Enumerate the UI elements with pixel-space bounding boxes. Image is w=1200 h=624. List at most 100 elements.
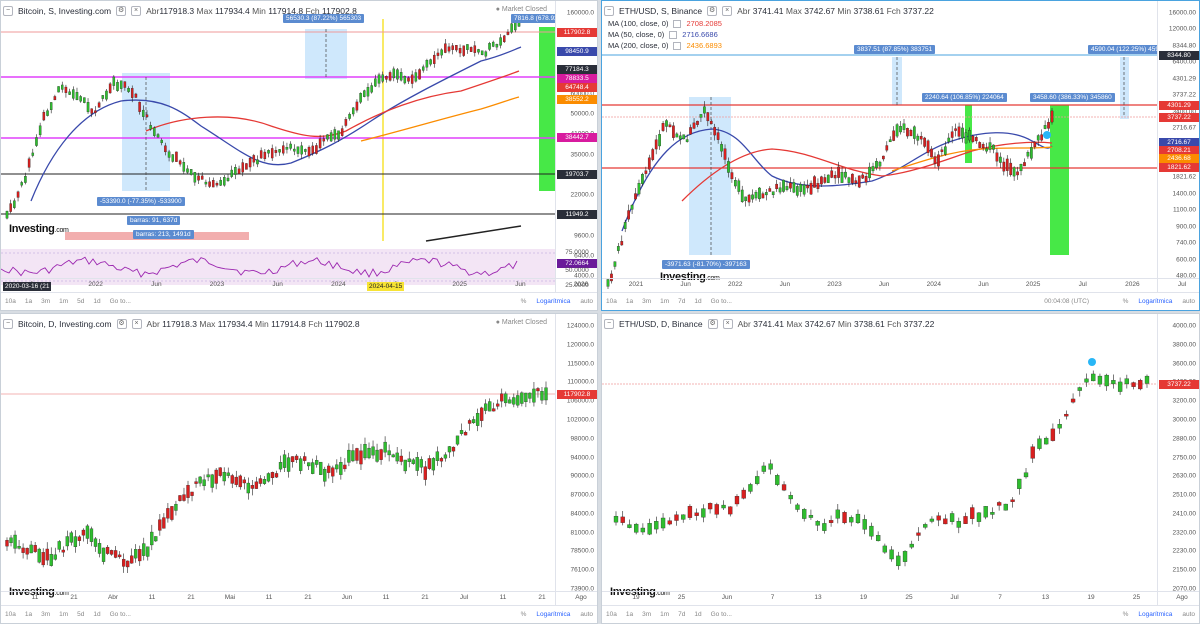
- price-tick: 120000.0: [566, 341, 594, 349]
- range-button[interactable]: 3m: [642, 611, 652, 618]
- range-button[interactable]: 1m: [660, 298, 670, 305]
- range-button[interactable]: 10a: [5, 611, 16, 618]
- time-tick: 13: [814, 594, 822, 601]
- collapse-icon[interactable]: −: [604, 6, 614, 16]
- close-icon[interactable]: ×: [722, 319, 733, 329]
- range-button[interactable]: 1m: [59, 611, 69, 618]
- range-button[interactable]: 1a: [24, 298, 33, 305]
- time-axis[interactable]: Jun2022Jun2023Jun2024Jun2025Jun2026: [1, 278, 597, 292]
- scale-option[interactable]: Logarítmica: [536, 611, 571, 618]
- btc-weekly-plot[interactable]: [1, 1, 598, 311]
- time-axis[interactable]: 11 21 Abr 11 21 Mai 11 21 Jun 11 21 Jul 11 21 Ago: [1, 591, 597, 605]
- close-icon[interactable]: ×: [131, 6, 142, 16]
- time-tick: 25: [677, 594, 686, 601]
- eye-icon[interactable]: [673, 19, 682, 28]
- range-button[interactable]: 7d: [678, 298, 686, 305]
- price-axis[interactable]: 160000.0130000.0100000.080000.060000.050…: [555, 1, 597, 292]
- collapse-icon[interactable]: −: [3, 6, 13, 16]
- range-button[interactable]: Go to...: [109, 298, 131, 305]
- price-tick: 3800.00: [1172, 341, 1197, 349]
- chart-header: − Bitcoin, D, Investing.com ⚙ × Abr 1179…: [3, 317, 360, 331]
- range-button[interactable]: 1d: [694, 298, 702, 305]
- chart-panel-btc-daily[interactable]: − Bitcoin, D, Investing.com ⚙ × Abr 1179…: [0, 313, 598, 624]
- scale-option[interactable]: auto: [1182, 298, 1195, 305]
- scale-option[interactable]: %: [1122, 611, 1129, 618]
- time-axis[interactable]: 2021 Jun 2022 Jun 2023 Jun 2024 Jun 2025 Jul 2026 J…: [602, 278, 1199, 292]
- range-button[interactable]: 1d: [93, 298, 101, 305]
- price-tag: 38442.7: [557, 133, 597, 142]
- scale-option[interactable]: %: [1122, 298, 1129, 305]
- investing-logo: Investing.com: [9, 586, 69, 598]
- scale-option[interactable]: auto: [580, 298, 593, 305]
- range-button[interactable]: 7d: [678, 611, 686, 618]
- settings-icon[interactable]: ⚙: [707, 319, 718, 329]
- scale-option[interactable]: Logarítmica: [1138, 611, 1173, 618]
- price-tag: 8344.80: [1159, 51, 1199, 60]
- chart-panel-btc-weekly[interactable]: − Bitcoin, S, Investing.com ⚙ × Abr11791…: [0, 0, 598, 311]
- scale-option[interactable]: auto: [580, 611, 593, 618]
- settings-icon[interactable]: ⚙: [116, 319, 127, 329]
- range-button[interactable]: 1m: [59, 298, 69, 305]
- range-button[interactable]: 1m: [660, 611, 670, 618]
- eye-icon[interactable]: [673, 41, 682, 50]
- chart-toolbar: 10a 1a 3m 1m 5d 1d Go to... % Logarítmica auto: [1, 605, 597, 623]
- chart-panel-eth-daily[interactable]: − ETH/USD, D, Binance ⚙ × Abr 3741.41 Ma…: [601, 313, 1200, 624]
- range-button[interactable]: Go to...: [710, 298, 732, 305]
- close-icon[interactable]: ×: [131, 319, 142, 329]
- scale-option[interactable]: Logarítmica: [1138, 298, 1173, 305]
- time-tick: 2025: [1025, 281, 1041, 288]
- time-tick: Jul: [459, 594, 469, 601]
- btc-daily-plot[interactable]: [1, 314, 598, 624]
- range-button[interactable]: 10a: [606, 611, 617, 618]
- scale-option[interactable]: %: [520, 298, 527, 305]
- eye-icon[interactable]: [669, 30, 678, 39]
- eth-daily-plot[interactable]: [602, 314, 1200, 624]
- ohlc-readout: Abr117918.3 Max 117934.4 Min 117914.8 Fc…: [146, 6, 357, 16]
- scale-option[interactable]: auto: [1182, 611, 1195, 618]
- range-button[interactable]: 1a: [24, 611, 33, 618]
- range-button[interactable]: 1a: [625, 611, 634, 618]
- measure-label: -53390.0 (-77.35%) -533900: [97, 197, 185, 206]
- price-tick: 81000.0: [570, 529, 595, 537]
- close-icon[interactable]: ×: [722, 6, 733, 16]
- price-tag: 3737.22: [1159, 113, 1199, 122]
- price-tick: 2750.00: [1172, 454, 1197, 461]
- symbol-title[interactable]: ETH/USD, D, Binance: [619, 319, 703, 329]
- symbol-title[interactable]: Bitcoin, S, Investing.com: [18, 6, 112, 16]
- range-button[interactable]: 1a: [625, 298, 634, 305]
- scale-option[interactable]: Logarítmica: [536, 298, 571, 305]
- price-axis[interactable]: 124000.0 120000.0 115000.0 110000.0 106000.0…: [555, 314, 597, 605]
- eth-weekly-plot[interactable]: [602, 1, 1200, 311]
- range-button[interactable]: 3m: [642, 298, 652, 305]
- price-axis[interactable]: 4000.003800.003600.003400.003200.003000.…: [1157, 314, 1199, 605]
- investing-logo: Investing.com: [9, 223, 69, 235]
- crosshair-date-tag: 2020-03-16 (21: [3, 282, 52, 291]
- symbol-title[interactable]: ETH/USD, S, Binance: [619, 6, 703, 16]
- symbol-title[interactable]: Bitcoin, D, Investing.com: [18, 319, 112, 329]
- range-button[interactable]: 5d: [77, 611, 85, 618]
- range-button[interactable]: 10a: [606, 298, 617, 305]
- range-button[interactable]: Go to...: [710, 611, 732, 618]
- range-button[interactable]: 1d: [93, 611, 101, 618]
- price-tick: 110000.0: [567, 378, 594, 386]
- ma-legend-50[interactable]: MA (50, close, 0) 2716.6686: [608, 30, 718, 39]
- chart-panel-eth-weekly[interactable]: − ETH/USD, S, Binance ⚙ × Abr 3741.41 Ma…: [601, 0, 1200, 311]
- time-axis[interactable]: 19 25 Jun 7 13 19 25 Jul 7 13 19 25 Ago: [602, 591, 1199, 605]
- time-tick: 11: [265, 594, 273, 601]
- collapse-icon[interactable]: −: [3, 319, 13, 329]
- btc-daily-candles: [5, 381, 548, 574]
- collapse-icon[interactable]: −: [604, 319, 614, 329]
- rsi-tag: 75.0000: [565, 249, 589, 256]
- price-axis[interactable]: 16000.00 12000.00 8344.80 6400.00 4301.29 373…: [1157, 1, 1199, 292]
- range-button[interactable]: 3m: [41, 611, 51, 618]
- ma-legend-100[interactable]: MA (100, close, 0) 2708.2085: [608, 19, 722, 28]
- range-button[interactable]: 10a: [5, 298, 16, 305]
- range-button[interactable]: 1d: [694, 611, 702, 618]
- settings-icon[interactable]: ⚙: [707, 6, 718, 16]
- range-button[interactable]: Go to...: [109, 611, 131, 618]
- range-button[interactable]: 5d: [77, 298, 85, 305]
- range-button[interactable]: 3m: [41, 298, 51, 305]
- scale-option[interactable]: %: [520, 611, 527, 618]
- settings-icon[interactable]: ⚙: [116, 6, 127, 16]
- ma-legend-200[interactable]: MA (200, close, 0) 2436.6893: [608, 41, 722, 50]
